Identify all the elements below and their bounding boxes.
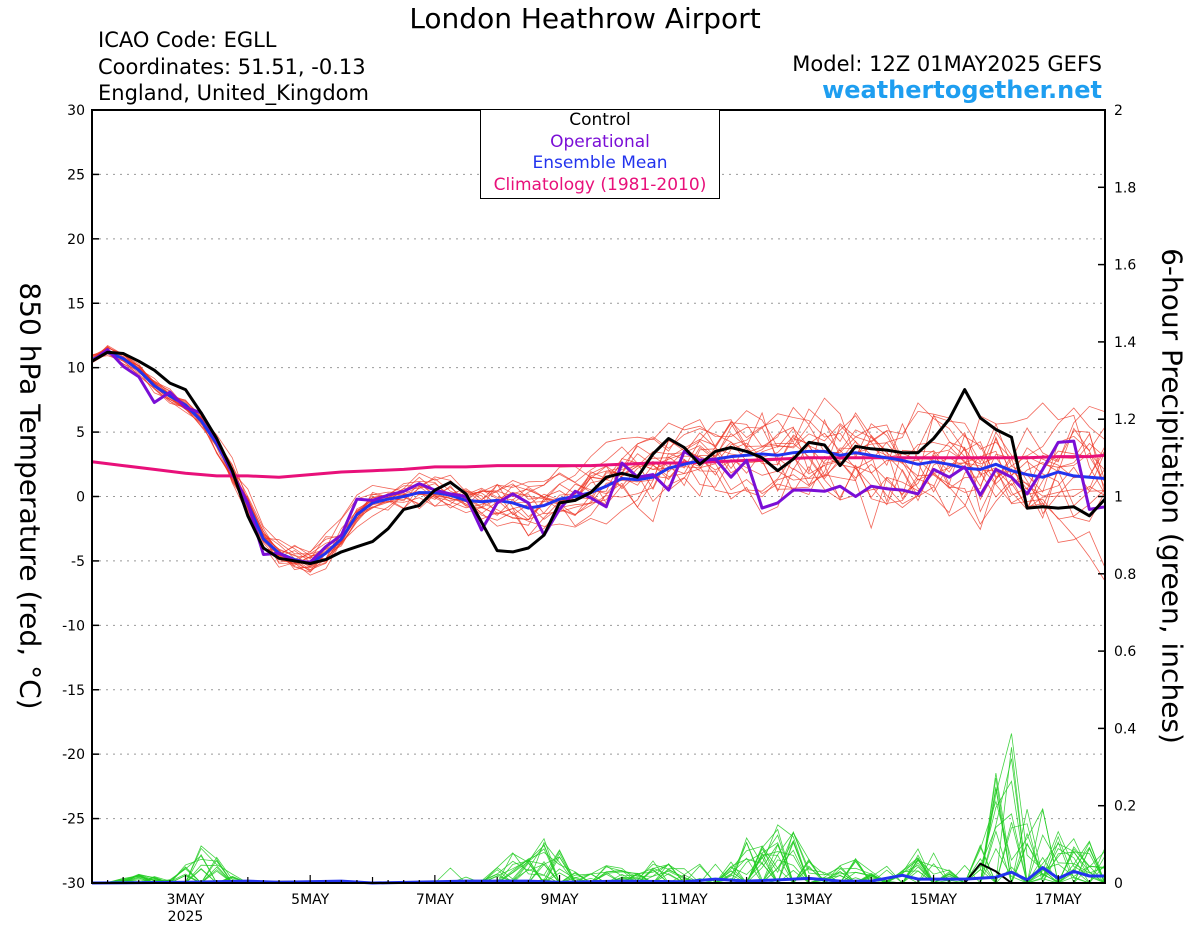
- y-tick-label-left: 5: [76, 425, 85, 441]
- legend-climatology: Climatology (1981-2010): [493, 174, 707, 195]
- legend-control: Control: [569, 110, 631, 130]
- precip-member-line: [92, 809, 1106, 884]
- y-tick-label-right: 2: [1114, 103, 1123, 119]
- temp-member-line: [91, 351, 1106, 571]
- y-tick-label-right: 0.2: [1114, 799, 1136, 815]
- precip-member-line: [92, 780, 1106, 884]
- temp-member-line: [91, 352, 1106, 566]
- temp-member-line: [91, 350, 1106, 555]
- y-tick-label-left: -20: [62, 747, 85, 763]
- coordinates: Coordinates: 51.51, -0.13: [98, 55, 366, 79]
- region: England, United_Kingdom: [98, 81, 369, 105]
- y-tick-label-right: 1.8: [1114, 180, 1136, 196]
- y-tick-label-right: 1.2: [1114, 412, 1136, 428]
- ensemble-mean-line: [91, 350, 1106, 565]
- temp-member-line: [91, 355, 1106, 564]
- brand-link[interactable]: weathertogether.net: [822, 76, 1102, 104]
- precip-ensemble-members: [91, 733, 1106, 885]
- x-tick-label: 13MAY: [785, 892, 832, 908]
- axis-ticks: -30-25-20-15-10-505101520253000.20.40.60…: [62, 103, 1136, 925]
- x-tick-label: 5MAY: [291, 892, 329, 908]
- data-series: [91, 348, 1107, 885]
- y-tick-label-left: 0: [76, 490, 85, 506]
- y-tick-label-right: 0.6: [1114, 644, 1136, 660]
- temp-member-line: [91, 353, 1106, 568]
- y-axis-label-right: 6-hour Precipitation (green, inches): [1155, 248, 1189, 744]
- icao-code: ICAO Code: EGLL: [98, 28, 277, 52]
- legend-operational: Operational: [550, 131, 650, 152]
- x-tick-label: 3MAY: [166, 892, 204, 908]
- y-tick-label-left: 10: [67, 361, 85, 377]
- temp-member-line: [91, 352, 1106, 567]
- temp-member-line: [91, 350, 1106, 560]
- chart-title: London Heathrow Airport: [409, 2, 761, 35]
- y-tick-label-left: -10: [62, 618, 85, 634]
- climatology-line: [91, 453, 1106, 479]
- legend: Control Operational Ensemble Mean Climat…: [480, 109, 720, 199]
- x-tick-label: 9MAY: [541, 892, 579, 908]
- y-tick-label-right: 1.4: [1114, 335, 1136, 351]
- y-tick-label-left: -15: [62, 683, 85, 699]
- precip-member-line: [92, 747, 1106, 885]
- x-tick-label: 7MAY: [416, 892, 454, 908]
- precip-member-line: [92, 788, 1106, 884]
- temp-member-line: [91, 352, 1106, 560]
- temp-member-line: [91, 353, 1106, 571]
- x-tick-label: 11MAY: [661, 892, 708, 908]
- y-tick-label-right: 0: [1114, 876, 1123, 892]
- precip-member-line: [91, 799, 1106, 884]
- y-tick-label-left: -30: [62, 876, 85, 892]
- y-tick-label-right: 0.4: [1114, 721, 1136, 737]
- y-tick-label-left: -5: [71, 554, 85, 570]
- precip-member-line: [92, 733, 1106, 885]
- precip-member-line: [91, 772, 1106, 885]
- temp-member-line: [91, 347, 1106, 555]
- y-axis-label-left: 850 hPa Temperature (red, °C): [13, 282, 47, 710]
- temp-member-line: [91, 352, 1106, 571]
- y-tick-label-right: 1: [1114, 490, 1123, 506]
- temp-ensemble-members: [91, 344, 1106, 582]
- precip-member-line: [92, 758, 1106, 884]
- y-tick-label-right: 0.8: [1114, 567, 1136, 583]
- y-tick-label-left: 20: [67, 232, 85, 248]
- y-tick-label-left: 15: [67, 296, 85, 312]
- x-tick-sublabel: 2025: [168, 909, 204, 925]
- control-line: [91, 350, 1107, 565]
- precip-member-line: [92, 786, 1105, 884]
- precip-member-line: [92, 777, 1106, 885]
- y-tick-label-left: 30: [67, 103, 85, 119]
- operational-line: [91, 348, 1106, 564]
- grid-lines: [92, 173, 1105, 820]
- y-tick-label-right: 1.6: [1114, 258, 1136, 274]
- model-info: Model: 12Z 01MAY2025 GEFS: [792, 52, 1102, 76]
- x-tick-label: 17MAY: [1035, 892, 1082, 908]
- legend-ensemble-mean: Ensemble Mean: [532, 153, 668, 173]
- y-tick-label-left: 25: [67, 167, 85, 183]
- y-tick-label-left: -25: [62, 812, 85, 828]
- x-tick-label: 15MAY: [910, 892, 957, 908]
- temp-member-line: [91, 346, 1106, 563]
